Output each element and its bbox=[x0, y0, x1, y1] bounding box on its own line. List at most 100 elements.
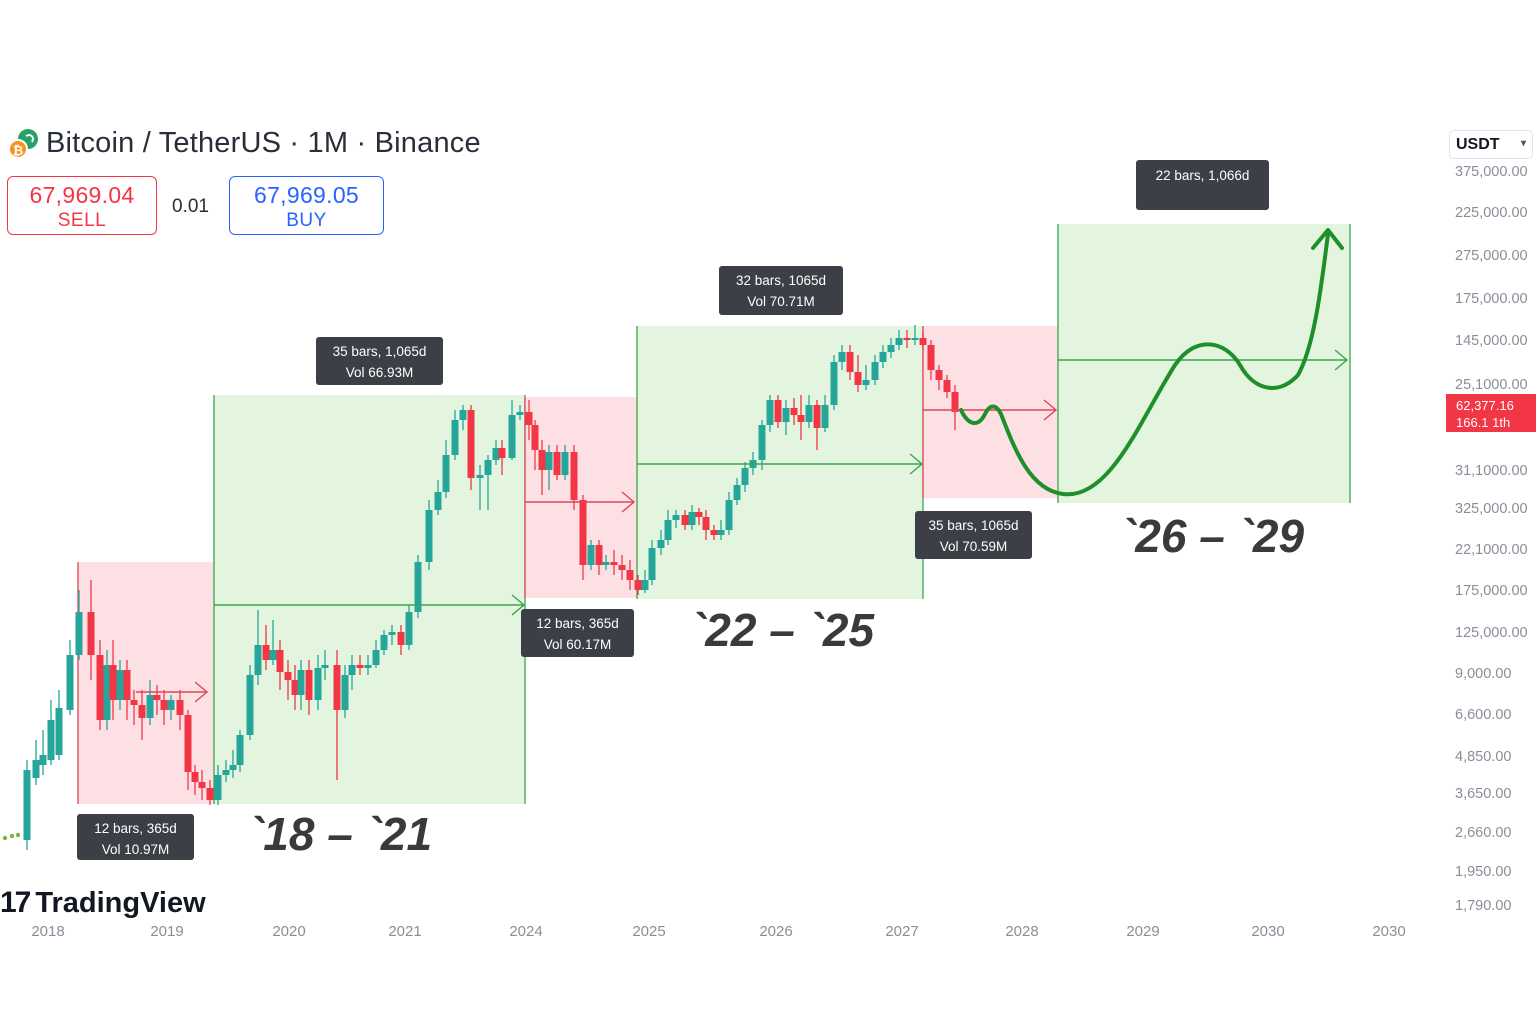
candle-body-50 bbox=[425, 510, 433, 562]
candle-body-97 bbox=[797, 415, 805, 422]
candle-body-99 bbox=[813, 405, 821, 428]
candle-body-108 bbox=[887, 345, 895, 352]
y-tick-10: 175,000.00 bbox=[1455, 583, 1528, 599]
candle-body-107 bbox=[879, 352, 887, 362]
candle-body-6 bbox=[75, 612, 83, 655]
bitcoin-tether-icon: ₿ bbox=[8, 126, 42, 160]
y-tick-9: 22,1000.00 bbox=[1455, 542, 1528, 558]
candle-body-101 bbox=[830, 362, 838, 405]
candle-body-33 bbox=[284, 672, 292, 680]
candle-body-12 bbox=[123, 670, 131, 700]
last-price-countdown: 166.1 1th bbox=[1456, 415, 1511, 430]
candle-body-87 bbox=[717, 530, 725, 535]
candle-body-72 bbox=[602, 562, 610, 565]
sell-button[interactable]: 67,969.04 SELL bbox=[7, 176, 157, 235]
y-tick-18: 1,790.00 bbox=[1455, 898, 1511, 914]
time-axis: 2018 2019 2020 2021 2024 2025 2026 2027 2028 2029… bbox=[31, 923, 1405, 940]
candle-body-17 bbox=[160, 700, 168, 710]
cycle-label-2: `22 – `25 bbox=[690, 604, 876, 656]
candle-body-30 bbox=[262, 645, 270, 660]
candle-body-65 bbox=[545, 452, 553, 470]
currency-selector[interactable]: USDT ▾ bbox=[1449, 130, 1533, 159]
x-tick-8: 2027 bbox=[885, 923, 918, 940]
candle-body-26 bbox=[229, 765, 237, 770]
candle-body-43 bbox=[364, 665, 372, 668]
x-tick-7: 2026 bbox=[759, 923, 792, 940]
currency-value: USDT bbox=[1456, 136, 1500, 153]
measure-label-5: 35 bars, 1065d Vol 70.59M bbox=[915, 511, 1032, 559]
y-tick-13: 6,600.00 bbox=[1455, 707, 1511, 723]
symbol-header: ₿ Bitcoin / TetherUS · 1M · Binance bbox=[8, 126, 481, 160]
bull-zone-4 bbox=[637, 326, 923, 599]
candle-body-8 bbox=[96, 655, 104, 720]
y-tick-5: 145,000.00 bbox=[1455, 333, 1528, 349]
measure-label-line1-3: 12 bars, 365d bbox=[536, 616, 619, 631]
measure-label-box-2 bbox=[316, 337, 443, 385]
candle-body-1 bbox=[32, 760, 40, 778]
candle-body-55 bbox=[467, 410, 475, 478]
measure-labels: 12 bars, 365d Vol 10.97M 35 bars, 1,065d Vo… bbox=[77, 160, 1269, 860]
candle-body-22 bbox=[198, 782, 206, 788]
candle-body-63 bbox=[531, 425, 539, 450]
measure-arrow-icon-2 bbox=[511, 594, 526, 616]
y-tick-15: 3,650.00 bbox=[1455, 786, 1511, 802]
early-dot-2 bbox=[15, 832, 21, 838]
candle-body-60 bbox=[508, 415, 516, 458]
candle-body-113 bbox=[927, 345, 935, 370]
sell-label: SELL bbox=[57, 210, 107, 231]
x-tick-11: 2030 bbox=[1251, 923, 1284, 940]
candle-body-78 bbox=[648, 548, 656, 580]
candle-body-116 bbox=[951, 392, 959, 412]
candle-body-96 bbox=[790, 408, 798, 415]
projection-arrowhead bbox=[1311, 228, 1344, 250]
y-tick-16: 2,660.00 bbox=[1455, 825, 1511, 841]
candle-body-35 bbox=[297, 670, 305, 695]
candle-body-11 bbox=[116, 670, 124, 700]
candle-body-41 bbox=[348, 665, 356, 675]
x-tick-5: 2024 bbox=[509, 923, 542, 940]
measure-label-1: 12 bars, 365d Vol 10.97M bbox=[77, 814, 194, 860]
y-tick-17: 1,950.00 bbox=[1455, 864, 1511, 880]
sell-price: 67,969.04 bbox=[29, 182, 135, 208]
candle-body-3 bbox=[47, 720, 55, 760]
y-tick-7: 31,1000.00 bbox=[1455, 463, 1528, 479]
measure-label-line1-4: 32 bars, 1065d bbox=[736, 273, 826, 288]
candle-body-27 bbox=[236, 735, 244, 765]
y-tick-4: 175,000.00 bbox=[1455, 291, 1528, 307]
candle-body-80 bbox=[664, 520, 672, 540]
candle-body-38 bbox=[321, 665, 329, 668]
candle-body-20 bbox=[184, 715, 192, 772]
candle-body-88 bbox=[725, 500, 733, 530]
measure-label-box-3 bbox=[521, 609, 634, 657]
candle-body-93 bbox=[766, 400, 774, 425]
measure-label-box-1 bbox=[77, 814, 194, 860]
x-tick-9: 2028 bbox=[1005, 923, 1038, 940]
y-tick-14: 4,850.00 bbox=[1455, 749, 1511, 765]
candle-body-76 bbox=[634, 580, 642, 590]
measure-arrow-icon-4 bbox=[909, 453, 924, 475]
candle-body-24 bbox=[214, 775, 222, 800]
candle-body-45 bbox=[380, 635, 388, 650]
candle-body-9 bbox=[103, 665, 111, 720]
x-tick-12: 2030 bbox=[1372, 923, 1405, 940]
x-tick-2: 2019 bbox=[150, 923, 183, 940]
bull-zone-2 bbox=[214, 395, 525, 804]
candle-body-68 bbox=[570, 452, 578, 500]
candle-body-111 bbox=[911, 338, 919, 340]
last-price-tag: 62,377.16 166.1 1th bbox=[1446, 394, 1536, 432]
measure-label-line1-1: 12 bars, 365d bbox=[94, 821, 177, 836]
buy-label: BUY bbox=[286, 210, 327, 231]
candle-body-86 bbox=[710, 530, 718, 535]
x-tick-10: 2029 bbox=[1126, 923, 1159, 940]
buy-price: 67,969.05 bbox=[253, 182, 360, 208]
candle-body-29 bbox=[254, 645, 262, 675]
measure-label-2: 35 bars, 1,065d Vol 66.93M bbox=[316, 337, 443, 385]
buy-button[interactable]: 67,969.05 BUY bbox=[229, 176, 384, 235]
candle-body-51 bbox=[434, 492, 442, 510]
candle-body-10 bbox=[109, 665, 117, 700]
candle-body-81 bbox=[672, 515, 680, 520]
tradingview-mark-icon: 17 bbox=[0, 886, 31, 919]
candle-body-95 bbox=[782, 408, 790, 422]
tradingview-logo[interactable]: 17 TradingView bbox=[0, 886, 206, 920]
